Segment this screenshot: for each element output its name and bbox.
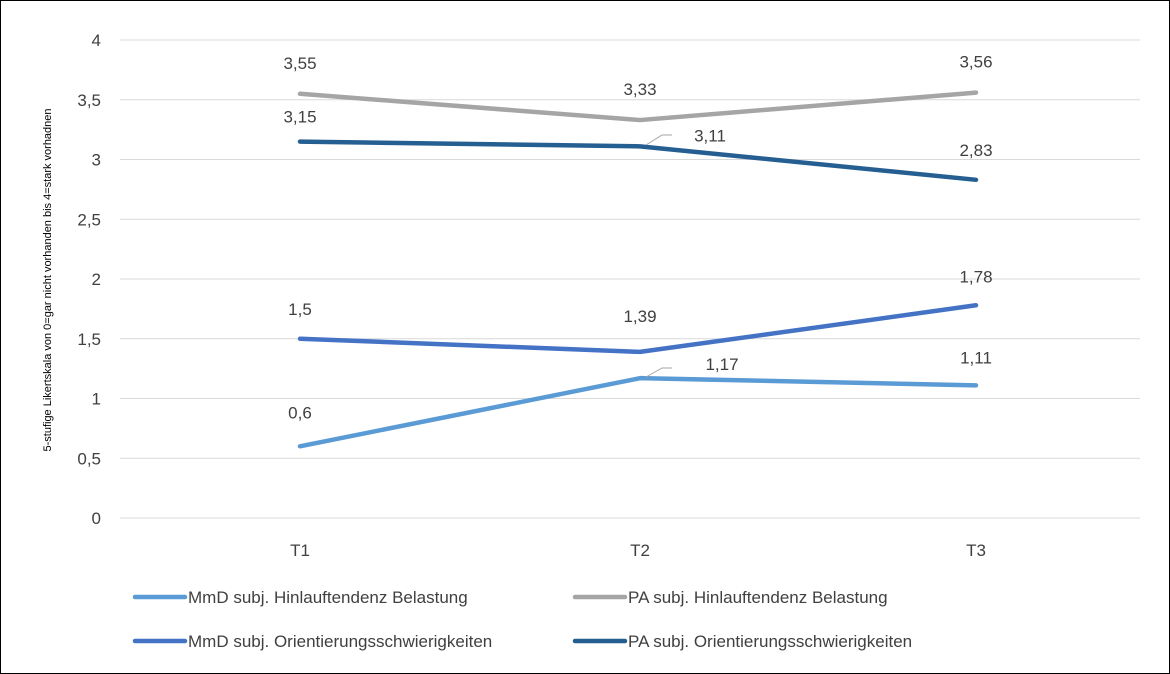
data-label: 0,6 bbox=[288, 403, 312, 422]
data-label: 1,11 bbox=[960, 348, 992, 367]
data-label: 3,33 bbox=[623, 80, 656, 99]
y-tick-label: 2,5 bbox=[77, 210, 101, 229]
series-line bbox=[297, 139, 979, 183]
y-axis-label: 5-stufige Likertskala von 0=gar nicht vo… bbox=[42, 108, 54, 451]
y-tick-label: 3,5 bbox=[77, 91, 101, 110]
data-labels: 0,6 1,17 1,11 3,55 3,33 3,56 1,5 1,39 1,78 3,15 3,… bbox=[283, 53, 992, 423]
gridlines bbox=[120, 39, 1140, 519]
x-axis-ticks: T1 T2 T3 bbox=[290, 541, 986, 560]
data-label: 1,39 bbox=[623, 307, 656, 326]
legend-label: MmD subj. Orientierungsschwierigkeiten bbox=[188, 632, 492, 651]
leader-line bbox=[645, 134, 672, 146]
leader-line bbox=[645, 367, 672, 378]
legend-label: PA subj. Hinlauftendenz Belastung bbox=[628, 588, 888, 607]
y-tick-label: 0,5 bbox=[77, 449, 101, 468]
legend-label: MmD subj. Hinlauftendenz Belastung bbox=[188, 588, 468, 607]
x-tick-label: T2 bbox=[630, 541, 650, 560]
x-tick-label: T3 bbox=[966, 541, 986, 560]
y-tick-label: 0 bbox=[92, 509, 101, 528]
y-tick-label: 2 bbox=[92, 270, 101, 289]
legend-label: PA subj. Orientierungsschwierigkeiten bbox=[628, 632, 912, 651]
data-label: 1,78 bbox=[959, 267, 992, 286]
y-tick-label: 3 bbox=[92, 151, 101, 170]
series-line bbox=[297, 375, 979, 449]
y-tick-label: 1,5 bbox=[77, 330, 101, 349]
legend: MmD subj. Hinlauftendenz Belastung PA sub… bbox=[132, 588, 912, 651]
data-label: 1,17 bbox=[705, 355, 738, 374]
series-line bbox=[297, 303, 979, 355]
y-tick-label: 1 bbox=[92, 390, 101, 409]
data-label: 3,55 bbox=[283, 54, 316, 73]
series-line bbox=[297, 90, 979, 123]
x-tick-label: T1 bbox=[290, 541, 310, 560]
y-tick-label: 4 bbox=[92, 31, 101, 50]
data-label: 2,83 bbox=[959, 141, 992, 160]
data-label: 3,11 bbox=[694, 126, 726, 145]
data-label: 1,5 bbox=[288, 300, 312, 319]
series-lines bbox=[297, 90, 979, 449]
y-axis-ticks: 0 0,5 1 1,5 2 2,5 3 3,5 4 bbox=[77, 31, 101, 528]
data-label: 3,15 bbox=[283, 108, 316, 127]
data-label: 3,56 bbox=[959, 53, 992, 72]
